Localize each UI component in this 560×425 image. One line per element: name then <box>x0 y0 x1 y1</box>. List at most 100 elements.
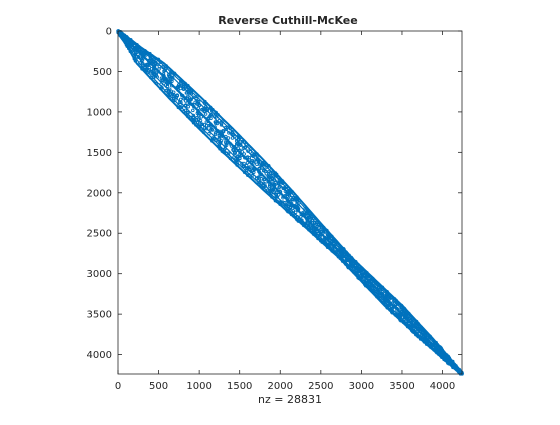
nonzero-marker <box>159 82 163 86</box>
nonzero-marker <box>210 128 215 132</box>
nonzero-marker <box>264 171 269 176</box>
nonzero-marker <box>393 313 398 317</box>
nonzero-marker <box>192 104 196 109</box>
nonzero-marker <box>299 214 303 219</box>
nonzero-marker <box>281 186 286 191</box>
nonzero-marker <box>377 296 381 300</box>
nonzero-marker <box>252 161 256 165</box>
nonzero-marker <box>346 258 350 263</box>
nonzero-marker <box>323 241 327 246</box>
nonzero-marker <box>240 150 245 154</box>
nonzero-marker <box>190 102 194 107</box>
nonzero-marker <box>174 95 179 100</box>
nonzero-marker <box>227 131 231 135</box>
nonzero-marker <box>376 282 380 287</box>
nonzero-marker <box>405 324 410 329</box>
nonzero-marker <box>263 163 267 167</box>
nonzero-marker <box>238 143 243 148</box>
nonzero-marker <box>154 81 159 86</box>
nonzero-marker <box>195 120 200 125</box>
nonzero-marker <box>154 62 159 67</box>
nonzero-marker <box>191 113 196 118</box>
nonzero-marker <box>167 95 172 100</box>
nonzero-marker <box>308 211 312 216</box>
nonzero-marker <box>219 123 224 127</box>
nonzero-marker <box>176 104 181 108</box>
nonzero-marker <box>138 61 142 65</box>
nonzero-marker <box>209 116 213 121</box>
nonzero-marker <box>214 138 219 142</box>
nonzero-marker <box>381 300 385 305</box>
nonzero-marker <box>162 69 166 73</box>
nonzero-marker <box>144 53 148 57</box>
nonzero-marker <box>179 100 183 105</box>
nonzero-marker <box>399 305 403 310</box>
nonzero-marker <box>226 136 231 140</box>
nonzero-marker <box>292 205 297 209</box>
nonzero-marker <box>404 321 409 326</box>
nonzero-marker <box>278 190 283 194</box>
nonzero-marker <box>157 67 161 71</box>
nonzero-marker <box>415 325 420 330</box>
nonzero-marker <box>315 233 319 238</box>
nonzero-marker <box>183 111 188 116</box>
x-tick-label: 2500 <box>308 381 333 392</box>
nonzero-marker <box>277 185 281 190</box>
x-axis-label: nz = 28831 <box>258 393 322 406</box>
nonzero-marker <box>179 105 184 110</box>
nonzero-marker <box>207 131 211 136</box>
nonzero-marker <box>151 75 156 80</box>
nonzero-marker <box>341 254 345 259</box>
nonzero-marker <box>276 182 281 186</box>
nonzero-marker <box>267 191 271 196</box>
y-tick-label: 2500 <box>87 229 112 240</box>
nonzero-marker <box>311 232 316 236</box>
x-tick-label: 1000 <box>186 381 211 392</box>
nonzero-marker <box>245 161 250 165</box>
nonzero-marker <box>428 339 433 343</box>
nonzero-marker <box>204 102 209 106</box>
nonzero-marker <box>243 145 248 150</box>
nonzero-marker <box>213 131 218 135</box>
nonzero-marker <box>224 127 228 132</box>
nonzero-marker <box>185 114 190 118</box>
nonzero-marker <box>171 99 175 103</box>
nonzero-marker <box>238 135 242 140</box>
nonzero-marker <box>219 121 224 126</box>
nonzero-marker <box>242 170 247 174</box>
y-tick-label: 0 <box>106 27 112 38</box>
nonzero-marker <box>242 152 246 156</box>
nonzero-marker <box>252 170 256 174</box>
nonzero-marker <box>418 329 422 334</box>
nonzero-marker <box>228 156 233 161</box>
nonzero-marker <box>191 95 196 100</box>
nonzero-marker <box>325 231 330 236</box>
nonzero-marker <box>213 132 218 137</box>
nonzero-marker <box>308 220 312 225</box>
nonzero-marker <box>331 249 336 254</box>
nonzero-marker <box>161 65 165 70</box>
nonzero-marker <box>155 75 159 79</box>
nonzero-marker <box>385 305 389 310</box>
nonzero-marker <box>280 181 285 185</box>
band-layer <box>116 29 464 376</box>
nonzero-marker <box>259 172 264 177</box>
nonzero-marker <box>447 361 451 366</box>
nonzero-marker <box>177 100 182 105</box>
nonzero-marker <box>187 91 192 96</box>
nonzero-marker <box>390 311 395 315</box>
nonzero-marker <box>136 55 141 59</box>
nonzero-marker <box>350 257 355 261</box>
nonzero-marker <box>139 59 144 63</box>
nonzero-marker <box>164 88 168 93</box>
nonzero-marker <box>208 128 213 132</box>
y-tick-label: 2000 <box>87 188 112 199</box>
nonzero-marker <box>416 335 421 339</box>
nonzero-marker <box>213 125 217 129</box>
nonzero-marker <box>269 191 273 196</box>
nonzero-marker <box>272 184 277 188</box>
nonzero-marker <box>235 163 239 167</box>
nonzero-marker <box>296 208 300 212</box>
nonzero-marker <box>284 204 288 209</box>
